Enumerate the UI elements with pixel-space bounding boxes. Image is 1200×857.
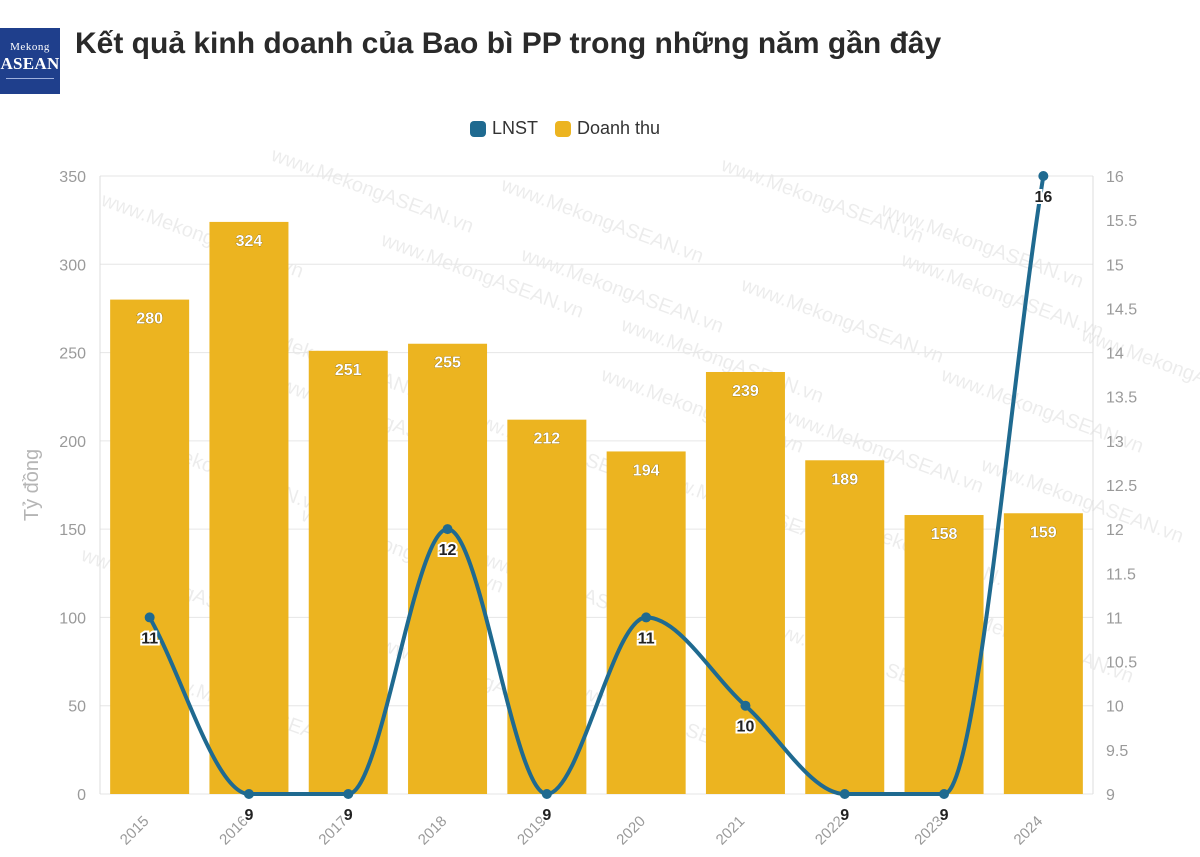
y2-tick-label: 13 — [1106, 434, 1124, 451]
legend-item-lnst[interactable]: LNST — [469, 118, 538, 139]
point-value-label: 9 — [940, 807, 949, 824]
y-axis-title: Tỷ đồng — [21, 449, 43, 521]
bar-value-label: 251 — [335, 362, 362, 379]
point-lnst — [839, 789, 850, 799]
legend-swatch-doanh-thu — [554, 120, 571, 137]
point-lnst — [144, 612, 155, 623]
y-tick-label: 100 — [59, 610, 86, 627]
bar-doanh-thu — [408, 343, 488, 794]
bar-value-label: 255 — [434, 355, 461, 372]
y2-tick-label: 14.5 — [1106, 301, 1137, 318]
y2-tick-label: 12.5 — [1106, 478, 1137, 495]
bar-doanh-thu — [507, 419, 587, 794]
bar-value-label: 280 — [136, 311, 163, 328]
y2-tick-label: 11.5 — [1106, 566, 1136, 583]
x-tick-label: 2018 — [415, 813, 451, 849]
bar-doanh-thu — [904, 515, 984, 794]
legend-item-doanh-thu[interactable]: Doanh thu — [554, 118, 661, 139]
point-value-label: 10 — [737, 719, 755, 736]
bar-doanh-thu — [308, 350, 388, 794]
brand-logo: Mekong ASEAN — [0, 28, 60, 94]
bar-doanh-thu — [209, 221, 289, 794]
legend-swatch-lnst — [469, 120, 486, 137]
point-lnst — [939, 789, 950, 799]
bar-value-label: 194 — [633, 462, 660, 479]
point-lnst — [442, 524, 453, 535]
y2-tick-label: 9.5 — [1106, 743, 1128, 760]
point-value-label: 9 — [542, 807, 551, 824]
y2-tick-label: 14 — [1106, 346, 1124, 363]
y2-tick-label: 10 — [1106, 699, 1124, 716]
legend-label-lnst: LNST — [491, 118, 538, 138]
watermark-text: www.MekongASEAN.vn — [737, 274, 946, 368]
y-tick-label: 150 — [59, 522, 86, 539]
point-value-label: 12 — [439, 542, 457, 559]
logo-line-2: ASEAN — [0, 54, 60, 73]
point-value-label: 9 — [344, 807, 353, 824]
point-value-label: 9 — [244, 807, 253, 824]
point-value-label: 11 — [141, 630, 158, 647]
bar-value-label: 159 — [1030, 524, 1057, 541]
legend-label-doanh-thu: Doanh thu — [576, 118, 661, 138]
point-value-label: 16 — [1034, 189, 1052, 206]
y-tick-label: 250 — [59, 346, 86, 363]
chart-title: Kết quả kinh doanh của Bao bì PP trong n… — [75, 27, 942, 60]
point-value-label: 11 — [638, 630, 655, 647]
bar-doanh-thu — [110, 299, 190, 794]
logo-line-1: Mekong — [10, 41, 50, 53]
point-lnst — [1038, 171, 1049, 181]
y-tick-label: 300 — [59, 257, 86, 274]
point-lnst — [740, 700, 751, 711]
y2-tick-label: 9 — [1106, 787, 1115, 804]
point-lnst — [243, 789, 254, 799]
point-value-label: 9 — [840, 807, 849, 824]
x-tick-label: 2020 — [613, 813, 649, 849]
y2-tick-label: 10.5 — [1106, 655, 1137, 672]
point-lnst — [541, 789, 552, 799]
bar-value-label: 324 — [236, 233, 263, 250]
y-tick-label: 0 — [77, 787, 86, 804]
y-tick-label: 350 — [59, 169, 86, 186]
y-tick-label: 50 — [68, 699, 86, 716]
bar-value-label: 212 — [533, 431, 560, 448]
bar-doanh-thu — [705, 371, 785, 794]
y-tick-label: 200 — [59, 434, 86, 451]
watermark-text: www.MekongASEAN.vn — [717, 154, 926, 248]
bar-doanh-thu — [805, 460, 885, 794]
bar-value-label: 239 — [732, 383, 759, 400]
y2-tick-label: 13.5 — [1106, 390, 1137, 407]
logo-divider — [6, 78, 54, 79]
watermark-text: www.MekongASEAN.vn — [267, 144, 476, 238]
point-lnst — [641, 612, 652, 623]
watermark-text: www.MekongASEAN.vn — [1077, 324, 1200, 418]
x-tick-label: 2024 — [1011, 813, 1047, 849]
point-lnst — [343, 789, 354, 799]
y2-tick-label: 12 — [1106, 522, 1124, 539]
bar-value-label: 189 — [831, 471, 858, 488]
y2-tick-label: 11 — [1106, 610, 1123, 627]
bar-doanh-thu — [1003, 513, 1083, 794]
x-tick-label: 2021 — [713, 813, 749, 849]
bar-doanh-thu — [606, 451, 686, 794]
x-tick-label: 2015 — [117, 813, 153, 849]
y2-tick-label: 15 — [1106, 257, 1124, 274]
y2-tick-label: 15.5 — [1106, 213, 1137, 230]
bar-value-label: 158 — [931, 526, 958, 543]
chart-legend: LNST Doanh thu — [0, 118, 1130, 142]
y2-tick-label: 16 — [1106, 169, 1124, 186]
